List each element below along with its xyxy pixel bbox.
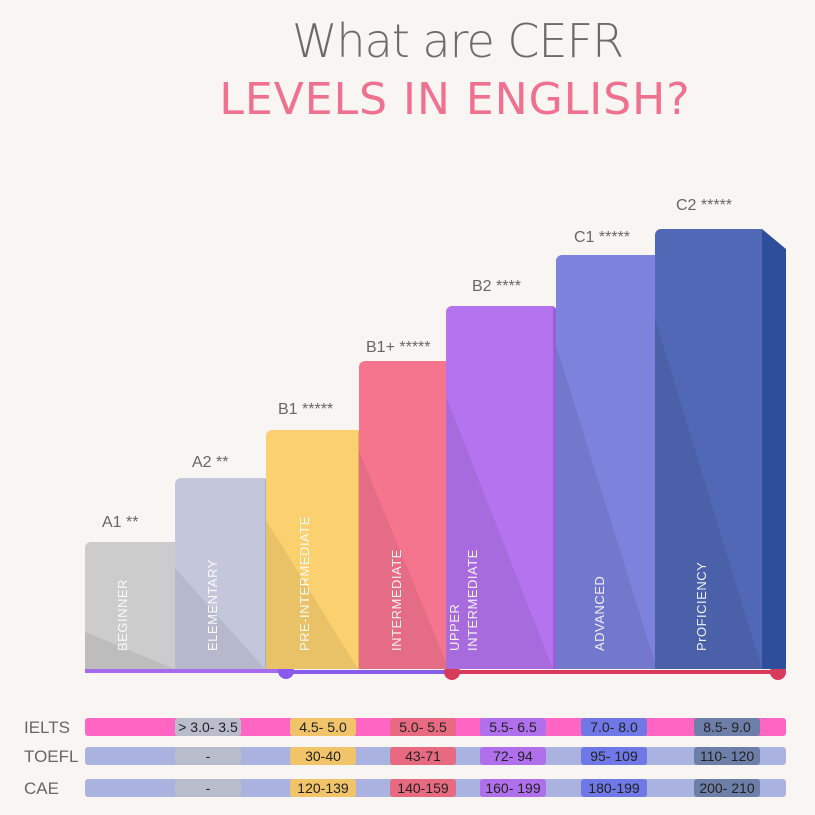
title-line-1: What are CEFR [291,14,624,68]
level-code: A1 ** [102,514,139,531]
score-cell: - [175,747,241,765]
level-name: ELEMENTARY [205,559,220,651]
score-cell: 110- 120 [694,747,760,765]
level-name: INTERMEDIATE [389,549,404,651]
score-cell: 5.0- 5.5 [390,718,456,736]
level-code: B2 **** [472,278,521,295]
score-cell: 95- 109 [581,747,647,765]
row-label: CAE [24,779,59,798]
level-bar-side [762,229,786,669]
level-bar: PRE-INTERMEDIATE [266,430,358,669]
level-bar: ADVANCED [556,255,657,669]
score-cell: 72- 94 [480,747,546,765]
score-cell: 180-199 [581,779,647,797]
score-cell: 30-40 [290,747,356,765]
bar-shade [266,520,358,669]
level-bar: ELEMENTARY [175,478,265,669]
level-bar: BEGINNER [85,542,175,669]
row-label: IELTS [24,718,70,737]
level-code: B1+ ***** [366,339,431,356]
bar-shade [175,568,265,669]
level-name: UPPER INTERMEDIATE [446,549,480,651]
score-cell: - [175,779,241,797]
level-name: PRE-INTERMEDIATE [297,516,312,651]
score-cell: 4.5- 5.0 [290,718,356,736]
level-code: C1 ***** [574,229,631,246]
level-code: B1 ***** [278,401,334,418]
timeline-segment [85,669,286,673]
score-cell: 7.0- 8.0 [581,718,647,736]
score-cell: 200- 210 [694,779,760,797]
timeline-segment [452,670,778,674]
score-cell: 160- 199 [480,779,546,797]
level-bar: UPPER INTERMEDIATE [446,306,553,669]
score-cell: 43-71 [390,747,456,765]
level-bar: INTERMEDIATE [359,361,449,669]
score-cell: 8.5- 9.0 [694,718,760,736]
score-cell: 120-139 [290,779,356,797]
level-bar: PrOFICIENCY [655,229,762,669]
score-cell: 5.5- 6.5 [480,718,546,736]
title-line-2: LEVELS IN ENGLISH? [219,74,691,125]
level-name: PrOFICIENCY [693,561,709,651]
level-name: ADVANCED [591,575,607,651]
score-cell: 140-159 [390,779,456,797]
timeline-segment [286,670,452,674]
score-cell: > 3.0- 3.5 [175,718,241,736]
level-code: A2 ** [192,454,229,471]
level-name: BEGINNER [115,579,130,651]
bar-shade [359,451,449,669]
bar-shade [85,632,175,669]
row-label: TOEFL [24,747,79,766]
level-code: C2 ***** [676,197,733,214]
